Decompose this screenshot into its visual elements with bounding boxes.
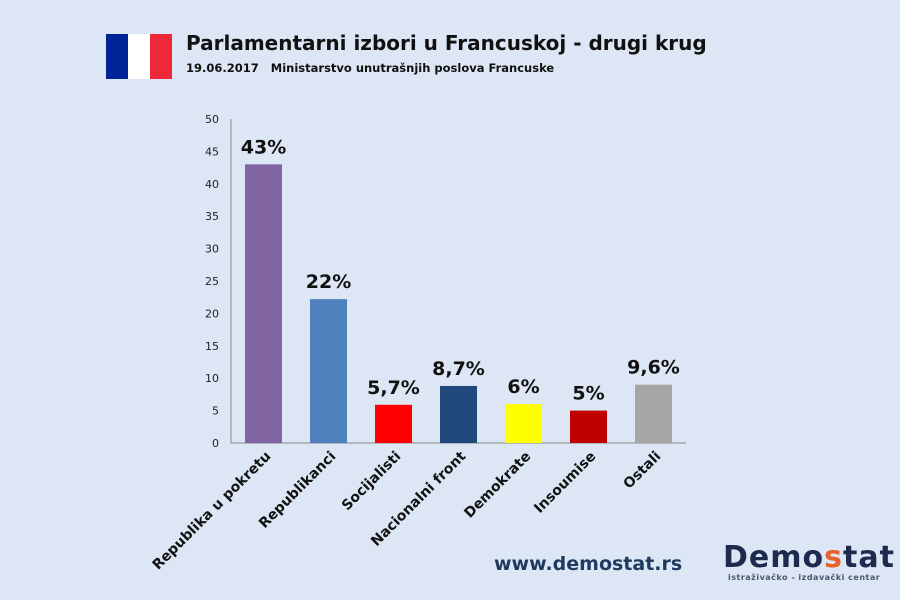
y-tick-label: 5 [212,405,219,418]
france-flag [106,34,172,79]
date: 19.06.2017 [186,61,259,75]
bar [310,299,347,443]
data-label: 5% [572,383,604,405]
data-label: 6% [507,376,539,398]
bar [635,384,672,443]
y-tick-label: 0 [212,437,219,450]
chart-subtitle: 19.06.2017 Ministarstvo unutrašnjih posl… [186,61,554,75]
y-tick-label: 45 [205,145,219,158]
demostat-logo: Demostat [723,540,895,575]
bar [440,385,477,443]
flag-stripe-blue [106,34,128,79]
y-tick-label: 30 [205,243,219,256]
y-tick-label: 20 [205,307,219,320]
chart-title: Parlamentarni izbori u Francuskoj - drug… [186,31,707,55]
source: Ministarstvo unutrašnjih poslova Francus… [270,61,555,75]
logo-tagline: istraživačko - izdavački centar [728,573,881,582]
bar [375,404,412,443]
x-tick-label: Ostali [620,449,664,493]
data-label: 43% [241,136,286,158]
data-label: 5,7% [367,377,420,399]
y-tick-label: 15 [205,340,219,353]
data-label: 22% [306,271,351,293]
x-tick-label: Republika u pokretu [150,449,275,574]
flag-stripe-red [150,34,172,79]
y-tick-label: 50 [205,113,219,126]
bar [245,164,282,444]
data-label: 8,7% [432,358,485,380]
x-tick-label: Insoumise [531,449,599,517]
data-label: 9,6% [627,357,680,379]
bar [570,410,607,443]
website-link[interactable]: www.demostat.rs [494,553,683,575]
x-tick-label: Socijalisti [339,449,404,514]
y-tick-label: 10 [205,372,219,385]
y-tick-label: 40 [205,178,219,191]
bar [505,404,542,443]
flag-stripe-white [128,34,150,79]
y-tick-label: 35 [205,210,219,223]
y-tick-label: 25 [205,275,219,288]
x-tick-label: Demokrate [461,449,534,522]
